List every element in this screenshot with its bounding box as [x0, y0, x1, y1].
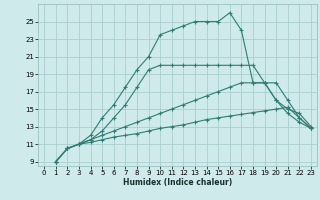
- X-axis label: Humidex (Indice chaleur): Humidex (Indice chaleur): [123, 178, 232, 187]
